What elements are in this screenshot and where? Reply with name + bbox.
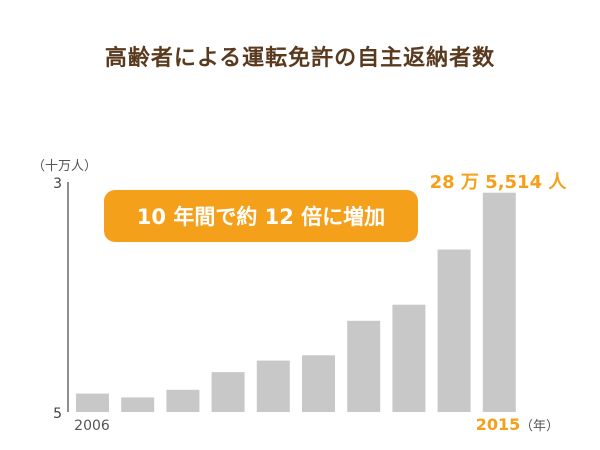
last-value-label: 28 万 5,514 人 xyxy=(430,172,568,193)
bar-2013 xyxy=(392,304,426,412)
bar-2008 xyxy=(166,389,200,412)
bars xyxy=(76,192,516,412)
y-unit-label: （十万人） xyxy=(32,159,97,174)
bar-2014 xyxy=(437,249,471,412)
bar-2010 xyxy=(256,360,290,412)
bar-2011 xyxy=(302,355,335,412)
badge-text: 10 年間で約 12 倍に増加 xyxy=(137,205,385,229)
bar-2006 xyxy=(76,393,109,412)
y-tick-top: 3 xyxy=(53,176,62,192)
badge: 10 年間で約 12 倍に増加 xyxy=(104,190,418,242)
x-tick-last: 2015 xyxy=(476,415,521,434)
y-tick-bottom: 5 xyxy=(53,406,62,422)
chart-title: 高齢者による運転免許の自主返納者数 xyxy=(104,46,496,71)
bar-2015 xyxy=(482,192,516,412)
x-tick-first: 2006 xyxy=(74,418,110,434)
badge-background xyxy=(104,190,418,242)
bar-2007 xyxy=(121,397,155,412)
bar-2009 xyxy=(211,372,245,412)
bar-2012 xyxy=(347,320,381,412)
x-unit-label: （年） xyxy=(520,419,559,434)
